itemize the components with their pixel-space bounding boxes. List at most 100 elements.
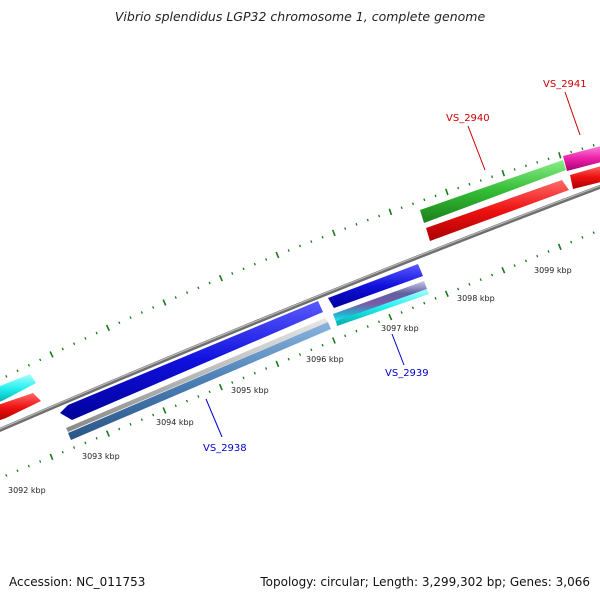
inner-minor-tick xyxy=(72,446,76,449)
inner-minor-tick xyxy=(536,254,539,258)
inner-major-tick xyxy=(388,313,393,321)
outer-minor-tick xyxy=(592,143,595,147)
inner-minor-tick xyxy=(84,441,87,445)
outer-minor-tick xyxy=(321,235,324,239)
gene-label-vs2940[interactable]: VS_2940 xyxy=(446,113,490,124)
inner-minor-tick xyxy=(479,278,482,282)
outer-minor-tick xyxy=(547,157,550,161)
inner-minor-tick xyxy=(547,250,550,253)
inner-minor-tick xyxy=(298,353,302,356)
gene-label-vs2939[interactable]: VS_2939 xyxy=(385,368,429,379)
inner-minor-tick xyxy=(344,334,347,338)
gene-arrow-red-under-vs2940[interactable] xyxy=(426,180,569,241)
inner-minor-tick xyxy=(513,264,516,267)
gene-arrow-blue-vs2939[interactable] xyxy=(328,264,423,308)
inner-major-tick xyxy=(162,407,167,414)
outer-major-tick xyxy=(388,208,393,216)
inner-minor-tick xyxy=(468,282,471,286)
outer-minor-tick xyxy=(570,150,573,154)
gene-arrow-green-vs2940[interactable] xyxy=(420,160,566,223)
inner-major-tick xyxy=(105,430,110,437)
outer-minor-tick xyxy=(491,175,494,179)
scale-label-3099: 3099 kbp xyxy=(534,266,572,275)
outer-minor-tick xyxy=(84,337,87,340)
inner-minor-tick xyxy=(61,450,64,454)
inner-minor-tick xyxy=(140,418,143,422)
inner-minor-tick xyxy=(366,325,369,328)
outer-minor-tick xyxy=(344,227,347,230)
outer-minor-tick xyxy=(5,375,8,378)
reverse-cds-track xyxy=(60,264,429,440)
outer-minor-tick xyxy=(457,186,460,190)
inner-minor-tick xyxy=(185,399,189,403)
gene-band-striped-vs2939[interactable] xyxy=(333,281,427,322)
scale-label-3097: 3097 kbp xyxy=(381,324,419,333)
gene-band-grey-vs2938[interactable] xyxy=(66,318,328,432)
inner-minor-tick xyxy=(524,259,528,263)
gene-arrow-magenta-vs2941[interactable] xyxy=(563,145,600,171)
accession-text: Accession: NC_011753 xyxy=(9,575,146,589)
gene-arrow-blue-vs2938[interactable] xyxy=(60,301,323,420)
outer-minor-tick xyxy=(400,206,403,210)
scale-label-3096: 3096 kbp xyxy=(306,355,344,364)
outer-minor-tick xyxy=(152,306,155,309)
genome-summary-text: Topology: circular; Length: 3,299,302 bp… xyxy=(260,575,590,589)
gene-labels: VS_2938 VS_2939 VS_2940 VS_2941 xyxy=(203,79,587,454)
outer-minor-tick xyxy=(231,272,234,275)
inner-minor-tick xyxy=(287,357,290,361)
outer-minor-tick xyxy=(310,240,313,243)
inner-minor-tick xyxy=(152,413,155,417)
leader-vs2939 xyxy=(391,333,405,366)
outer-minor-tick xyxy=(265,258,268,261)
inner-minor-tick xyxy=(95,436,98,440)
inner-minor-tick xyxy=(197,395,200,398)
outer-minor-tick xyxy=(129,316,132,319)
inner-minor-tick xyxy=(129,422,132,426)
inner-major-tick xyxy=(49,453,54,461)
gene-arrow-red-vs2941[interactable] xyxy=(570,165,600,189)
inner-minor-tick xyxy=(377,320,381,324)
outer-minor-tick xyxy=(513,168,516,171)
inner-tick-ring xyxy=(5,231,595,477)
outer-minor-tick xyxy=(140,311,143,314)
outer-major-tick xyxy=(49,351,54,358)
gene-label-leaders xyxy=(205,91,581,438)
outer-minor-tick xyxy=(242,267,245,271)
inner-minor-tick xyxy=(253,371,256,375)
inner-minor-tick xyxy=(5,474,8,477)
outer-minor-tick xyxy=(95,331,98,335)
outer-major-tick xyxy=(162,299,167,306)
inner-minor-tick xyxy=(400,311,403,314)
gene-label-vs2941[interactable]: VS_2941 xyxy=(543,79,587,90)
inner-major-tick xyxy=(275,360,280,368)
outer-minor-tick xyxy=(479,179,482,182)
gene-label-vs2938[interactable]: VS_2938 xyxy=(203,443,247,454)
outer-tick-ring xyxy=(5,143,595,378)
inner-minor-tick xyxy=(434,297,437,300)
scale-labels: 3092 kbp 3093 kbp 3094 kbp 3095 kbp 3096… xyxy=(8,266,572,495)
gene-band-cyan-vs2939[interactable] xyxy=(336,289,429,326)
outer-minor-tick xyxy=(411,202,415,206)
outer-minor-tick xyxy=(27,363,30,367)
inner-minor-tick xyxy=(581,236,584,239)
inner-minor-tick xyxy=(423,301,426,305)
gene-arrow-cyan-left[interactable] xyxy=(0,374,36,404)
gene-band-steel-vs2938[interactable] xyxy=(68,322,331,440)
inner-major-tick xyxy=(501,266,506,274)
outer-minor-tick xyxy=(73,342,76,346)
outer-minor-tick xyxy=(536,161,539,164)
genome-backbone-highlight xyxy=(0,185,600,430)
inner-minor-tick xyxy=(310,348,313,352)
outer-major-tick xyxy=(445,188,449,196)
inner-minor-tick xyxy=(27,464,30,468)
inner-minor-tick xyxy=(592,231,595,235)
gene-arrow-red-left[interactable] xyxy=(0,393,41,422)
inner-minor-tick xyxy=(174,404,177,408)
scale-label-3092: 3092 kbp xyxy=(8,486,46,495)
inner-minor-tick xyxy=(242,376,245,380)
leader-vs2941 xyxy=(564,91,581,136)
inner-major-tick xyxy=(444,290,449,298)
leader-vs2940 xyxy=(467,125,486,171)
outer-major-tick xyxy=(105,324,111,332)
